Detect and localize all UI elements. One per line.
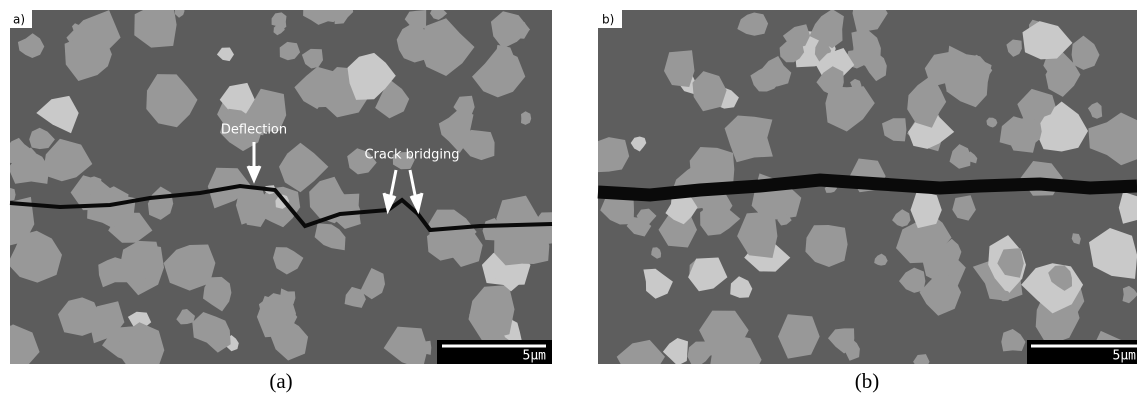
annotation: Deflection — [221, 123, 287, 138]
panel-label: b) — [602, 13, 614, 27]
grain — [589, 137, 630, 172]
figure: Deflection Crack bridging a) 5μm (a) b) … — [0, 0, 1137, 400]
annotation: Crack bridging — [364, 148, 459, 163]
micrograph-a — [0, 0, 575, 380]
caption: (b) — [855, 369, 880, 393]
panel-label: a) — [13, 13, 25, 27]
scale-bar-label: 5μm — [1113, 349, 1137, 364]
caption: (a) — [269, 369, 292, 393]
scale-bar-label: 5μm — [523, 349, 547, 364]
grain — [3, 187, 16, 200]
